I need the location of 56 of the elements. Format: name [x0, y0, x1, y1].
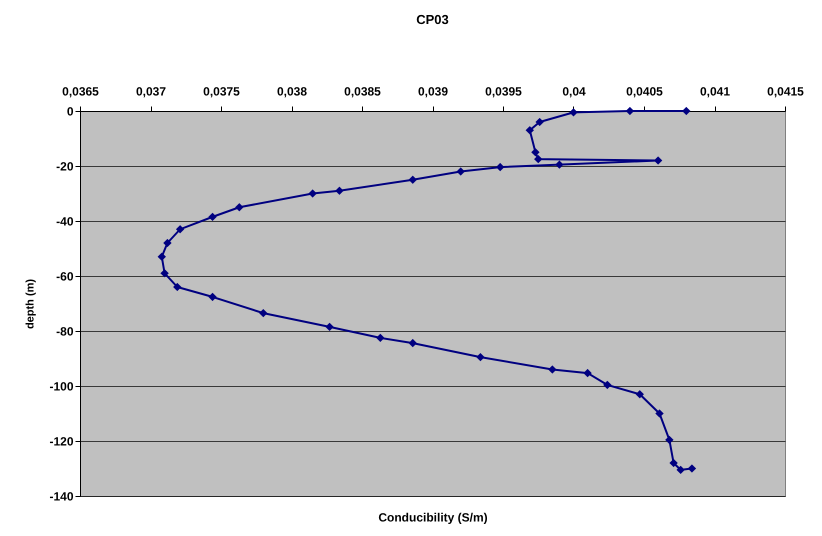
point [569, 108, 578, 117]
point [669, 458, 678, 468]
point [408, 176, 417, 184]
y-tick-label: 0 [66, 104, 74, 118]
point [665, 436, 674, 444]
point [160, 269, 169, 278]
y-tick-label: -100 [49, 380, 74, 394]
point [176, 225, 184, 234]
x-tick-label: 0,04 [562, 84, 586, 98]
x-tick-label: 0,0415 [767, 84, 804, 98]
point [526, 126, 534, 134]
point [688, 464, 696, 473]
point [583, 368, 592, 378]
point [235, 203, 244, 212]
point [208, 212, 217, 222]
x-tick-label: 0,0365 [62, 84, 100, 98]
point [208, 292, 217, 302]
point [173, 282, 182, 292]
point [325, 322, 334, 332]
y-axis-title: depth (m) [24, 278, 36, 330]
x-tick-label: 0,0385 [344, 84, 382, 98]
y-tick-label: -40 [56, 214, 74, 228]
point [496, 162, 504, 172]
y-tick-label: -120 [49, 434, 74, 448]
point [682, 106, 690, 116]
point [531, 148, 540, 156]
x-tick-label: 0,0395 [485, 84, 522, 98]
y-tick-label: -60 [56, 270, 74, 284]
point [335, 186, 344, 195]
y-tick-label: -80 [56, 324, 74, 338]
x-axis-title: Conducibility (S/m) [378, 510, 488, 524]
point [548, 365, 557, 374]
point [456, 167, 465, 176]
point [676, 466, 685, 474]
x-tick-label: 0,039 [418, 84, 448, 98]
chart-title: CP03 [416, 12, 449, 27]
point [534, 154, 542, 164]
x-tick-label: 0,037 [136, 84, 166, 98]
point [555, 160, 564, 169]
point [408, 338, 417, 348]
point [535, 118, 544, 126]
x-tick-label: 0,0405 [626, 84, 664, 98]
point [603, 380, 612, 390]
point [158, 252, 166, 261]
point [163, 238, 172, 248]
point [308, 189, 317, 198]
x-tick-label: 0,041 [700, 84, 730, 98]
point [259, 308, 268, 318]
point [376, 334, 385, 342]
x-tick-label: 0,038 [276, 84, 308, 98]
point [636, 390, 644, 398]
x-tick-label: 0,0375 [203, 84, 240, 98]
y-tick-label: -20 [56, 160, 74, 174]
y-tick-label: -140 [49, 490, 74, 504]
point [476, 352, 485, 362]
point [655, 409, 664, 418]
